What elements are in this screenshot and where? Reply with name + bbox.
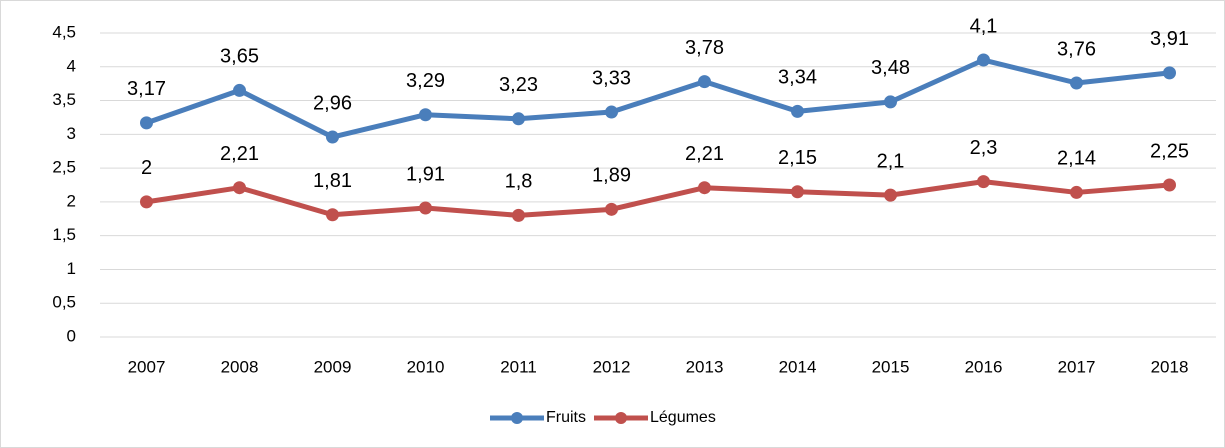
point <box>884 188 897 202</box>
y-tick-label: 0,5 <box>52 293 76 312</box>
data-label: 2,14 <box>1057 148 1096 170</box>
legend-marker <box>615 412 627 424</box>
x-tick-label: 2011 <box>500 357 537 376</box>
data-label: 1,89 <box>592 165 631 187</box>
data-label: 2 <box>141 157 152 179</box>
point <box>419 201 432 215</box>
data-label: 4,1 <box>970 15 998 37</box>
x-tick-label: 2012 <box>593 357 631 376</box>
x-tick-label: 2007 <box>128 357 166 376</box>
data-label: 3,91 <box>1150 28 1189 50</box>
y-tick-label: 2 <box>67 191 76 210</box>
series-line <box>145 57 1170 140</box>
point <box>1070 76 1083 90</box>
y-tick-label: 4,5 <box>52 22 76 41</box>
data-label: 3,23 <box>499 74 538 96</box>
point <box>326 130 339 144</box>
point <box>605 202 618 216</box>
data-label: 2,15 <box>778 147 817 169</box>
data-label: 3,17 <box>127 78 166 100</box>
x-tick-label: 2008 <box>221 357 259 376</box>
y-tick-label: 3,5 <box>52 90 76 109</box>
point <box>140 116 153 130</box>
legend-label: Légumes <box>650 409 716 426</box>
data-label: 3,76 <box>1057 38 1096 60</box>
data-label: 3,65 <box>220 46 259 68</box>
data-label: 2,21 <box>220 143 259 165</box>
data-label: 3,29 <box>406 70 445 92</box>
series-line <box>146 179 1170 218</box>
data-label: 3,34 <box>778 67 817 89</box>
point <box>1070 185 1083 199</box>
data-label: 1,81 <box>313 170 352 192</box>
point <box>1163 178 1176 192</box>
point <box>512 208 525 222</box>
x-tick-label: 2013 <box>686 357 724 376</box>
point <box>977 175 990 189</box>
point <box>884 95 897 109</box>
legend-label: Fruits <box>546 409 586 426</box>
data-label: 2,96 <box>313 92 352 114</box>
y-tick-label: 2,5 <box>52 158 76 177</box>
point <box>791 185 804 199</box>
y-tick-label: 4 <box>67 56 76 75</box>
point <box>977 53 990 67</box>
legend-marker <box>511 412 523 424</box>
data-label: 2,25 <box>1150 140 1189 162</box>
point <box>698 75 711 89</box>
point <box>1163 66 1176 80</box>
data-label: 2,1 <box>877 150 905 172</box>
y-tick-label: 3 <box>67 124 76 143</box>
x-tick-label: 2017 <box>1058 357 1096 376</box>
point <box>419 108 432 122</box>
data-label: 3,78 <box>685 37 724 59</box>
x-tick-label: 2016 <box>965 357 1003 376</box>
x-tick-label: 2010 <box>407 357 445 376</box>
data-label: 3,33 <box>592 67 631 89</box>
point <box>326 208 339 222</box>
point <box>605 105 618 119</box>
point <box>233 181 246 195</box>
data-label: 1,8 <box>505 171 533 193</box>
x-tick-label: 2015 <box>872 357 910 376</box>
y-tick-label: 0 <box>67 326 76 345</box>
point <box>791 104 804 118</box>
data-label: 2,3 <box>970 137 998 159</box>
y-tick-label: 1 <box>67 259 76 278</box>
data-label: 3,48 <box>871 57 910 79</box>
point <box>512 112 525 126</box>
y-tick-label: 1,5 <box>52 225 76 244</box>
point <box>233 83 246 97</box>
data-label: 2,21 <box>685 143 724 165</box>
x-tick-label: 2009 <box>314 357 352 376</box>
point <box>140 195 153 209</box>
point <box>698 181 711 195</box>
x-tick-label: 2014 <box>779 357 817 376</box>
x-tick-label: 2018 <box>1151 357 1189 376</box>
data-label: 1,91 <box>406 163 445 185</box>
